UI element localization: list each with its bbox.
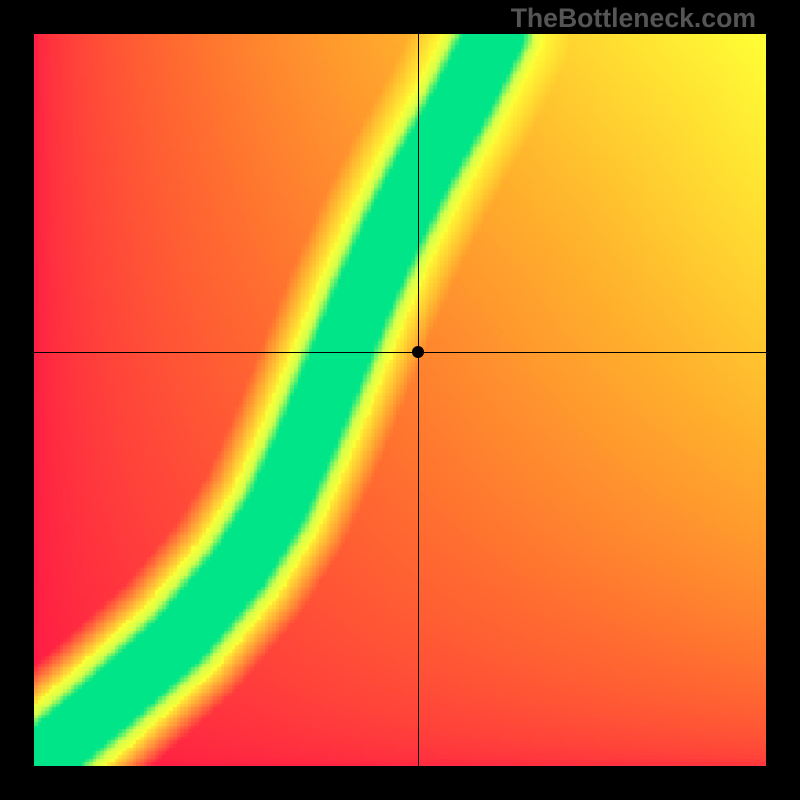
- heatmap-canvas: [34, 34, 766, 766]
- chart-container: TheBottleneck.com: [34, 34, 766, 766]
- watermark-text: TheBottleneck.com: [511, 3, 756, 34]
